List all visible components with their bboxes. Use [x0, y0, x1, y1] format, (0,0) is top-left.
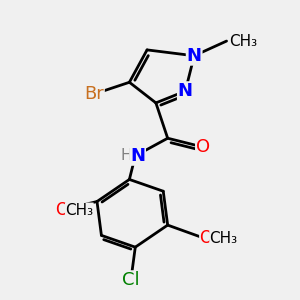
Text: CH₃: CH₃ [230, 34, 258, 49]
Text: CH₃: CH₃ [65, 203, 93, 218]
Text: N: N [187, 47, 202, 65]
Text: Br: Br [84, 85, 104, 103]
Text: O: O [55, 201, 68, 219]
Text: CH₃: CH₃ [209, 231, 238, 246]
Text: N: N [130, 147, 145, 165]
Text: O: O [196, 138, 210, 156]
Text: Cl: Cl [122, 271, 140, 289]
Text: O: O [200, 229, 212, 247]
Text: H: H [120, 148, 132, 164]
Text: N: N [178, 82, 193, 100]
